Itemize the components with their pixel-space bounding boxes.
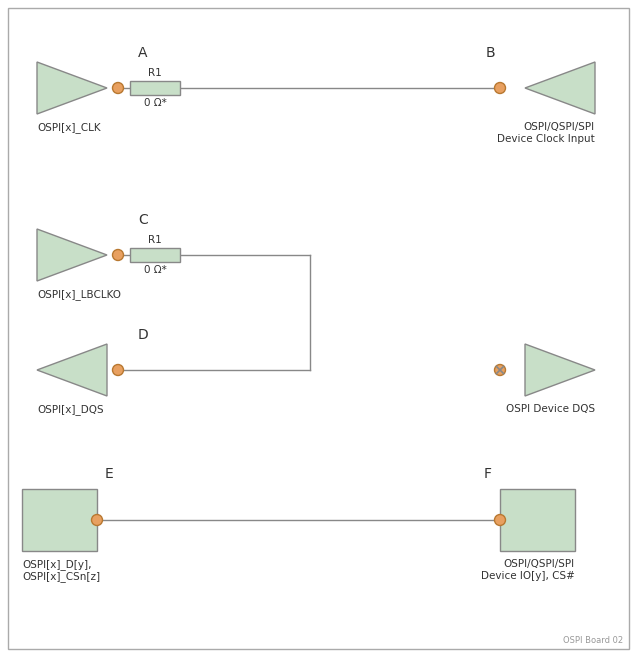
Circle shape [92,514,103,526]
Text: D: D [138,328,148,342]
Text: OSPI Board 02: OSPI Board 02 [563,636,623,645]
Polygon shape [525,62,595,114]
Text: R1: R1 [148,68,162,78]
Circle shape [494,83,506,93]
Text: OSPI[x]_D[y],
OSPI[x]_CSn[z]: OSPI[x]_D[y], OSPI[x]_CSn[z] [22,559,100,582]
Bar [130,81,180,95]
Circle shape [113,365,124,376]
Bar [130,248,180,262]
Text: OSPI/QSPI/SPI
Device Clock Input: OSPI/QSPI/SPI Device Clock Input [497,122,595,144]
Text: 0 Ω*: 0 Ω* [143,98,166,108]
Polygon shape [525,344,595,396]
Text: 0 Ω*: 0 Ω* [143,265,166,275]
Text: F: F [484,467,492,481]
Text: OSPI/QSPI/SPI
Device IO[y], CS#: OSPI/QSPI/SPI Device IO[y], CS# [481,559,575,581]
Text: B: B [485,46,495,60]
Text: OSPI[x]_LBCLKO: OSPI[x]_LBCLKO [37,289,121,300]
Text: A: A [138,46,148,60]
Circle shape [494,514,506,526]
Text: OSPI Device DQS: OSPI Device DQS [506,404,595,414]
Text: R1: R1 [148,235,162,245]
Polygon shape [37,62,107,114]
Polygon shape [37,229,107,281]
Polygon shape [37,344,107,396]
Circle shape [113,250,124,260]
Circle shape [113,83,124,93]
Bar [22,489,97,551]
Text: C: C [138,213,148,227]
Bar [500,489,575,551]
Circle shape [494,365,506,376]
Text: OSPI[x]_CLK: OSPI[x]_CLK [37,122,101,133]
Text: OSPI[x]_DQS: OSPI[x]_DQS [37,404,104,415]
Text: E: E [104,467,113,481]
